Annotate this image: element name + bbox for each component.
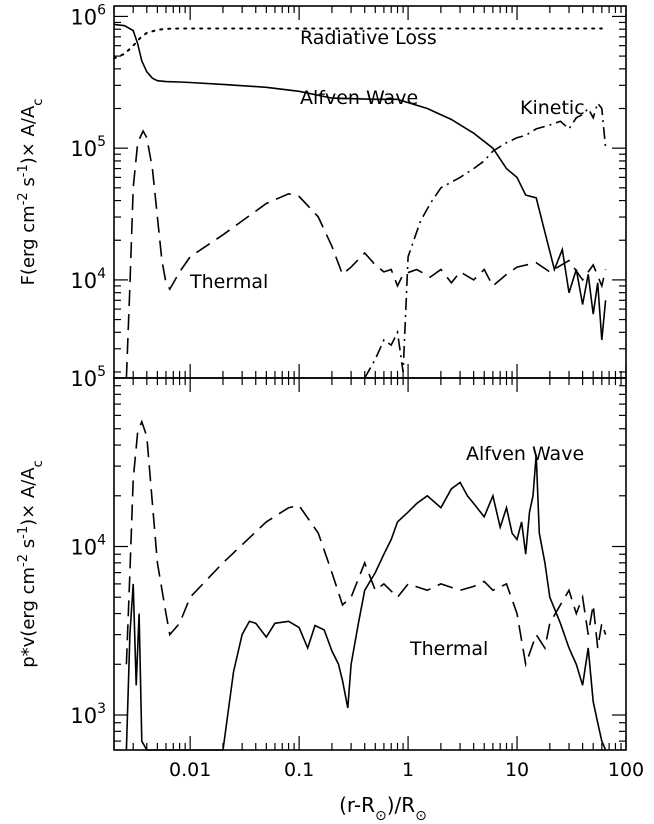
annotation-alfven-label: Alfven Wave	[300, 87, 418, 109]
annotation-thermal-label: Thermal	[409, 638, 488, 660]
y-tick-label: 104	[70, 533, 106, 560]
annotation-alfven-label: Alfven Wave	[466, 443, 584, 465]
y-tick-label: 105	[70, 134, 106, 161]
x-tick-label: 0.1	[284, 759, 314, 781]
panel-2: 103 104 105 0.01 0.1 1 10 100 Alfven Wave Thermal…	[16, 364, 645, 824]
annotation-thermal-label: Thermal	[189, 271, 268, 293]
series-alfven-line	[125, 454, 607, 751]
y-tick-label: 106	[70, 2, 106, 29]
plot-frame	[113, 5, 627, 379]
y-axis-label: F(erg cm-2 s-1)× A/Ac	[16, 99, 46, 286]
plot-frame	[113, 377, 627, 751]
series-radiative-line	[113, 27, 603, 60]
series-alfven-line	[113, 23, 607, 341]
x-tick-label: 0.01	[169, 759, 211, 781]
x-tick-label: 1	[402, 759, 414, 781]
x-axis-label: (r-R⊙)/R⊙	[339, 793, 427, 824]
x-tick-label: 100	[608, 759, 644, 781]
series-thermal-line	[125, 419, 607, 668]
y-tick-label: 103	[70, 701, 106, 728]
x-tick-label: 10	[505, 759, 529, 781]
panel-1: 104 105 106 Radiative Loss Alfven Wave Kineti…	[16, 2, 627, 379]
annotation-kinetic-label: Kinetic	[520, 97, 585, 119]
y-tick-label: 105	[70, 364, 106, 391]
y-axis-label: p*v(erg cm-2 s-1)× A/Ac	[16, 460, 46, 668]
annotation-radiative-label: Radiative Loss	[300, 27, 437, 49]
series-thermal-line	[125, 129, 607, 379]
y-tick-label: 104	[70, 266, 106, 293]
series-kinetic-line	[364, 101, 607, 379]
